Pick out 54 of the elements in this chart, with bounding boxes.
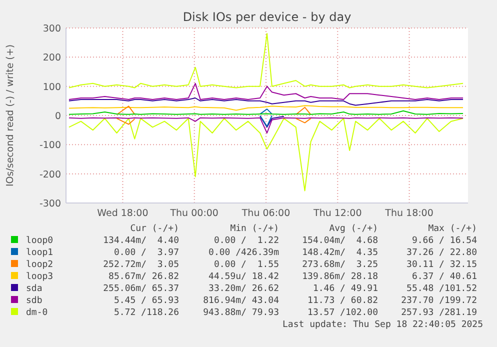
text: 44.59u/ 18.42 [208,272,279,282]
y-tick-label: 200 [42,52,61,64]
text: 139.86m/ 28.18 [302,272,378,282]
text: 255.06m/ 65.37 [103,284,179,294]
text: Cur (-/+) [130,224,179,234]
x-tick-label: Thu 00:00 [169,208,218,219]
y-tick-label: 100 [42,82,61,93]
text: 816.94m/ 43.04 [203,296,279,306]
text: 5.45 / 65.93 [114,296,179,306]
legend-label: sdb [26,296,42,306]
x-tick-label: Wed 18:00 [97,208,148,219]
text: 13.57 /102.00 [308,308,378,318]
text: 252.72m/ 3.05 [103,260,179,270]
legend-label: loop1 [26,248,54,258]
text: 0.00 / 1.22 [214,236,279,246]
text: 85.67m/ 26.82 [108,272,179,282]
text: Max (-/+) [428,224,477,234]
text: 11.73 / 60.82 [308,296,378,306]
x-tick-label: Thu 18:00 [384,208,434,219]
text: 9.66 / 16.54 [412,236,477,246]
text: 33.20m/ 26.62 [208,284,279,294]
text: Last update: Thu Sep 18 22:40:05 2025 [282,320,483,330]
chart-title: Disk IOs per device - by day [182,10,352,24]
text: 1.46 / 49.91 [312,284,378,294]
text: 30.11 / 32.15 [406,260,477,270]
legend-label: loop0 [26,236,54,246]
text: 134.44m/ 4.40 [103,236,179,246]
y-tick-label: -200 [39,169,61,180]
text: 148.42m/ 4.35 [302,248,378,258]
legend-label: loop2 [26,260,54,270]
text: 154.04m/ 4.68 [302,236,378,246]
legend-label: loop3 [26,272,54,282]
text: 37.26 / 22.80 [406,248,477,258]
text: 943.88m/ 79.93 [203,308,279,318]
text: 6.37 / 40.61 [412,272,477,282]
y-tick-label: 0 [54,111,61,122]
y-tick-label: -300 [39,198,61,210]
text: Avg (-/+) [329,224,378,234]
text: 237.70 /199.72 [401,296,477,306]
legend-label: sda [26,284,42,294]
text: 5.72 /118.26 [114,308,179,318]
y-axis-title: IOs/second read (-) / write (+) [5,44,16,187]
legend-label: dm-0 [26,308,48,318]
text: 257.93 /281.19 [401,308,477,318]
y-tick-label: -100 [39,140,61,152]
text: Min (-/+) [230,224,279,234]
text: 273.68m/ 3.25 [302,260,378,270]
x-tick-label: Thu 12:00 [312,208,362,219]
text: 0.00 /426.39m [208,248,279,258]
text: 0.00 / 1.55 [214,260,279,270]
text: 55.48 /101.52 [406,284,477,294]
text: 0.00 / 3.97 [114,248,179,258]
x-tick-label: Thu 06:00 [240,208,290,219]
y-tick-label: 300 [42,24,61,34]
